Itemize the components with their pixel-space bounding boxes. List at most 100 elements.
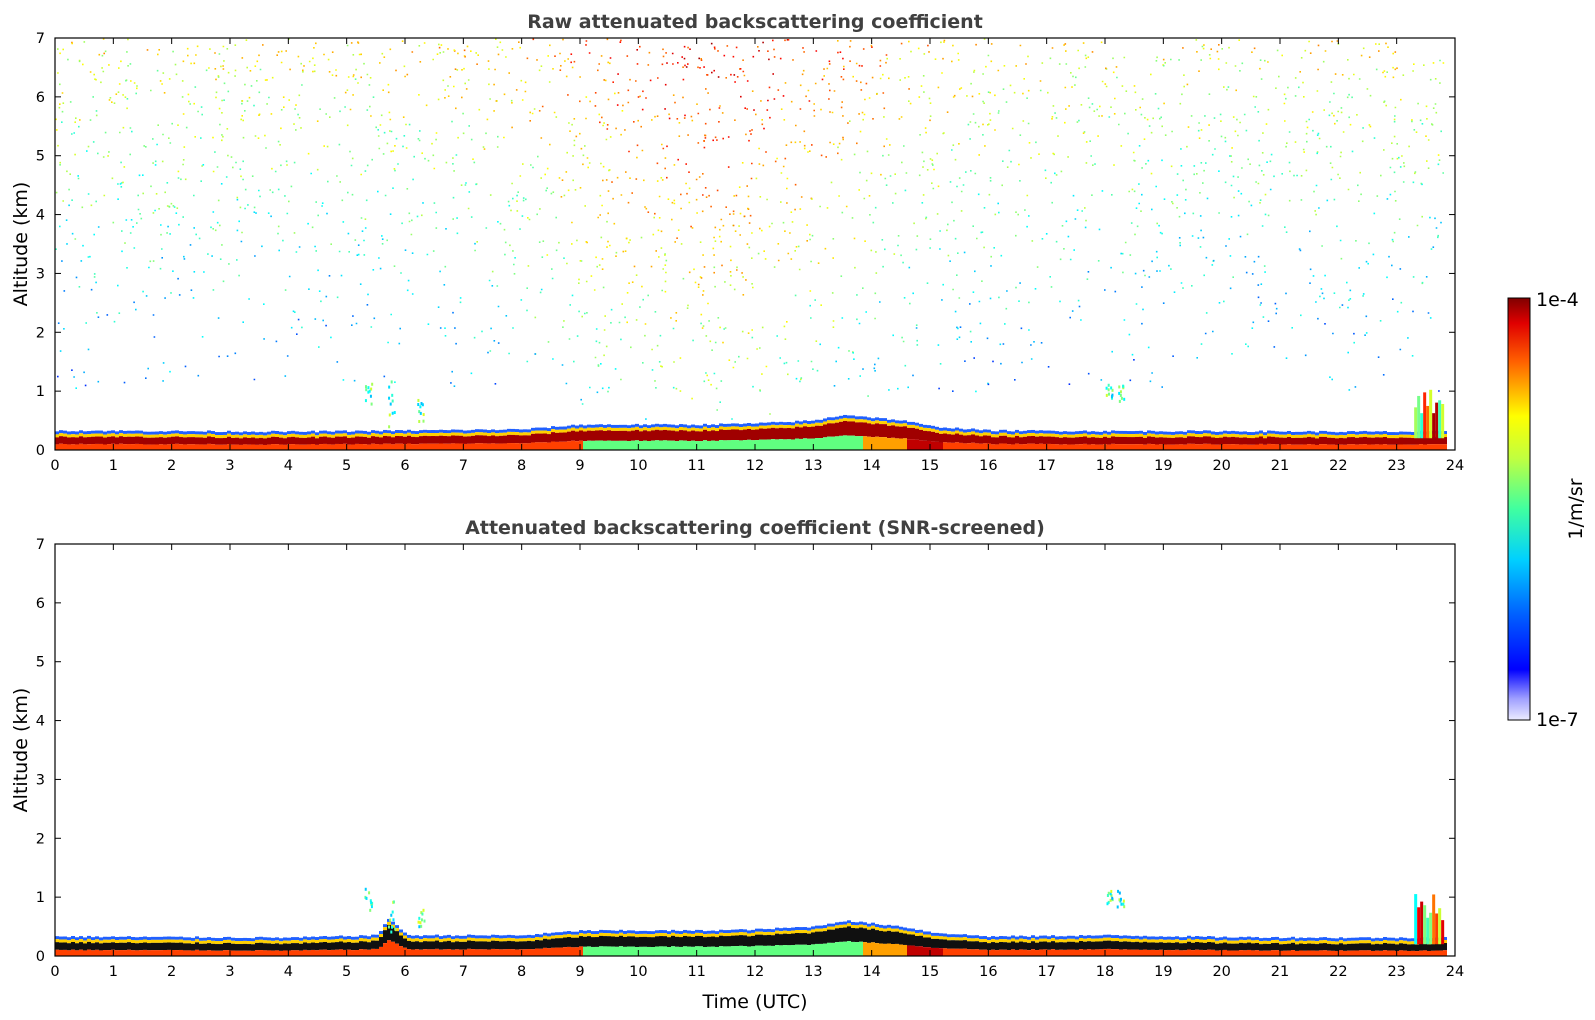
bl-edge — [899, 929, 903, 933]
bl-core — [1379, 437, 1383, 445]
bl-lower — [939, 442, 943, 450]
bl-lower — [1107, 444, 1111, 450]
noise-speckle — [647, 211, 650, 213]
noise-speckle — [526, 57, 529, 60]
bl-core — [571, 937, 575, 948]
noise-speckle — [111, 101, 705, 292]
bl-core — [363, 436, 367, 445]
bl-lower — [735, 440, 739, 450]
bl-core — [951, 434, 955, 443]
bl-fringe — [827, 417, 831, 421]
bl-fringe — [607, 424, 611, 428]
bl-edge — [875, 927, 879, 931]
noise-speckle — [352, 74, 787, 243]
bl-lower — [431, 949, 435, 956]
bl-core — [947, 434, 951, 443]
bl-lower — [499, 949, 503, 956]
bl-core — [1127, 941, 1131, 950]
bl-fringe — [1235, 937, 1239, 941]
bl-fringe — [1003, 429, 1007, 433]
bl-core — [983, 435, 987, 444]
cloud-speck — [1110, 894, 1113, 898]
noise-speckle — [395, 61, 887, 148]
bl-core — [659, 936, 663, 947]
bl-fringe — [155, 936, 159, 940]
bl-edge — [87, 434, 91, 438]
bl-core — [559, 432, 563, 442]
bl-lower — [203, 950, 207, 956]
bl-fringe — [615, 424, 619, 428]
bl-fringe — [123, 936, 127, 940]
bl-lower — [551, 947, 555, 956]
bl-core — [279, 437, 283, 445]
x-tick-label: 22 — [1329, 964, 1347, 980]
bl-core — [911, 427, 915, 440]
bl-edge — [951, 937, 955, 941]
bl-lower — [879, 943, 883, 956]
noise-speckle — [68, 58, 1270, 250]
bl-edge — [767, 425, 771, 429]
bl-core — [923, 937, 927, 948]
bl-fringe — [331, 936, 335, 940]
noise-speckle — [1030, 344, 1032, 346]
bl-edge — [1287, 433, 1291, 437]
bl-core — [107, 942, 111, 951]
noise-speckle — [83, 321, 1255, 374]
bl-edge — [1223, 433, 1227, 437]
bl-core — [1155, 942, 1159, 951]
colorbar-min-label: 1e-7 — [1536, 709, 1579, 731]
bl-edge — [59, 939, 63, 943]
bl-lower — [1371, 950, 1375, 956]
bl-edge — [171, 939, 175, 943]
bl-core — [991, 942, 995, 950]
bl-fringe — [107, 936, 111, 940]
bl-core — [1339, 943, 1343, 951]
bl-edge — [851, 924, 855, 928]
noise-speckle — [335, 53, 808, 262]
bl-fringe — [1279, 938, 1283, 942]
bl-fringe — [1035, 936, 1039, 940]
noise-speckle — [713, 271, 715, 274]
noise-speckle — [145, 68, 1378, 177]
bl-lower — [1227, 444, 1231, 450]
bl-core — [1099, 437, 1103, 445]
bl-fringe — [759, 928, 763, 932]
noise-speckle — [1072, 194, 1349, 354]
bl-lower — [275, 950, 279, 956]
bl-edge — [603, 427, 607, 431]
bl-core — [1039, 436, 1043, 444]
bl-edge — [755, 426, 759, 430]
bl-edge — [395, 433, 399, 437]
bl-lower — [127, 444, 131, 450]
noise-speckle — [101, 54, 1087, 174]
bl-core — [675, 936, 679, 947]
cloud-speck — [369, 908, 372, 912]
noise-speckle — [626, 55, 629, 57]
bl-fringe — [891, 925, 895, 929]
bl-core — [1267, 436, 1271, 444]
bl-core — [299, 943, 303, 951]
bl-core — [1403, 437, 1407, 445]
bl-edge — [787, 424, 791, 428]
y-tick-label: 1 — [36, 890, 45, 906]
bl-lower — [99, 443, 103, 450]
bl-lower — [1047, 443, 1051, 450]
noise-speckle — [211, 255, 911, 308]
bl-core — [643, 936, 647, 947]
bl-edge — [615, 933, 619, 937]
bl-lower — [1027, 950, 1031, 956]
bl-core — [591, 430, 595, 441]
bl-lower — [1167, 444, 1171, 450]
noise-speckle — [1309, 282, 1311, 284]
bl-edge — [359, 938, 363, 942]
noise-speckle — [196, 45, 808, 226]
bl-edge — [1039, 433, 1043, 437]
bl-fringe — [1067, 431, 1071, 435]
bl-core — [271, 436, 275, 445]
bl-fringe — [675, 425, 679, 429]
bl-lower — [779, 945, 783, 956]
bl-lower — [131, 444, 135, 450]
bl-edge — [179, 939, 183, 943]
noise-speckle — [705, 77, 727, 90]
noise-speckle — [503, 90, 901, 198]
